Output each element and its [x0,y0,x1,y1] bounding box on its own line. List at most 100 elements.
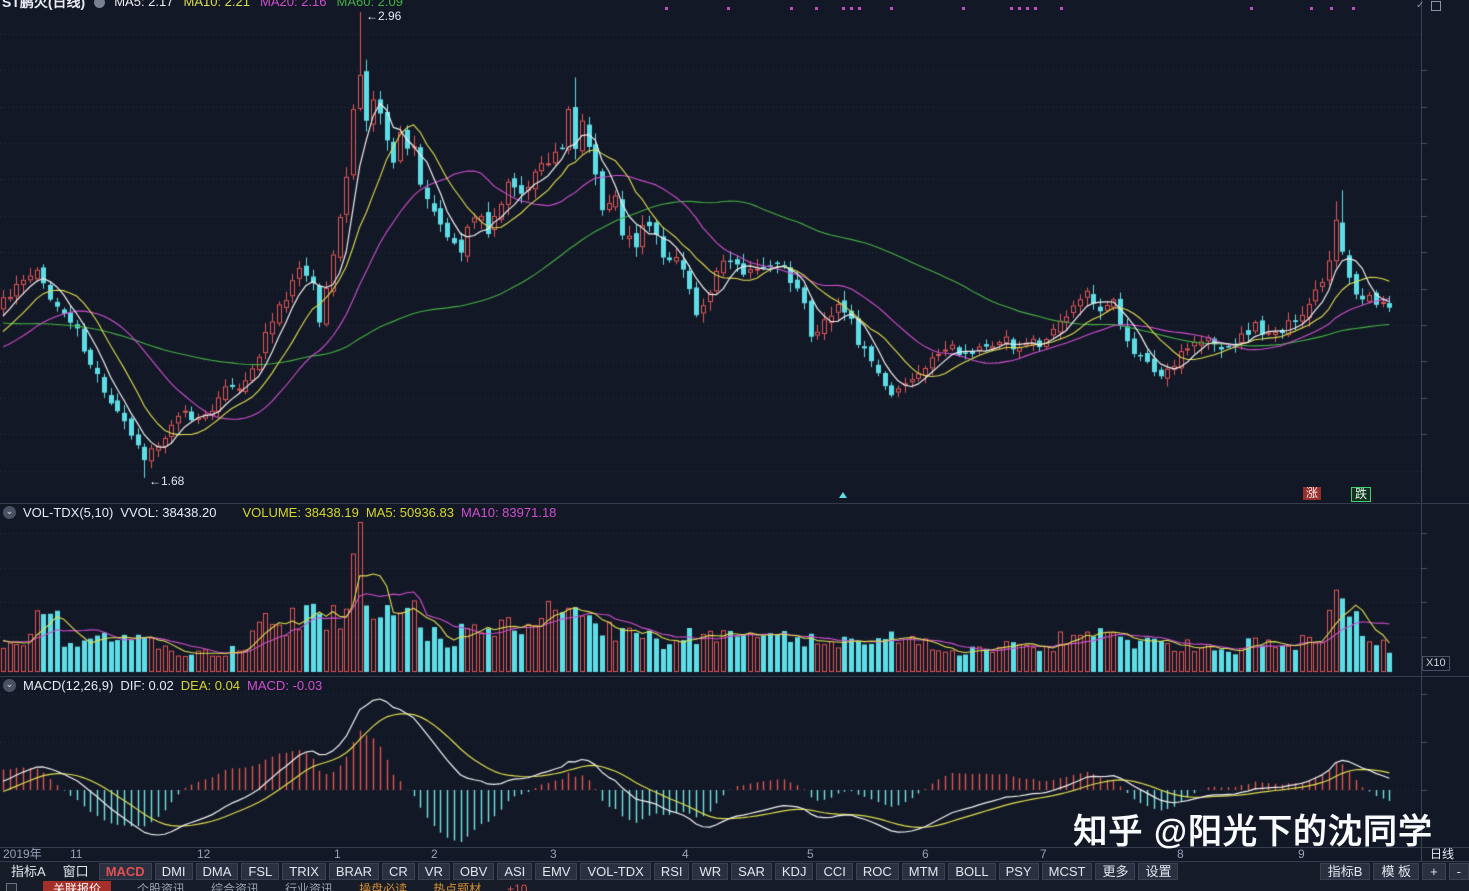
ma-readout-0: MA5: 2.17 [114,0,174,9]
high-annotation: ←2.96 [366,9,402,23]
bottom-item-操盘必读[interactable]: 操盘必读 [359,882,408,891]
collapse-volume-icon[interactable]: ⌄ [3,505,16,519]
signal-dot-6 [858,7,861,10]
tab-MCST[interactable]: MCST [1041,863,1093,880]
link-quote-checkbox[interactable] [6,883,17,891]
tab-BOLL[interactable]: BOLL [948,863,996,880]
dif-readout: DIF: 0.02 [120,677,174,693]
bottom-item-个股资讯[interactable]: 个股资讯 [137,882,186,891]
volume-ma10-readout: MA10: 83971.18 [461,504,557,520]
signal-dot-0 [665,7,668,10]
tab-设置[interactable]: 设置 [1138,863,1179,880]
signal-dot-12 [1034,7,1037,10]
month-label-6: 6 [922,847,929,861]
volume-unit-box: X10 [1422,656,1450,671]
macd-header: ⌄ MACD(12,26,9) DIF: 0.02 DEA: 0.04 MACD… [3,677,322,693]
signal-dot-16 [1330,7,1333,10]
chart-corner-tools: ✓ [1416,0,1442,11]
check-icon[interactable]: ✓ [1416,0,1425,11]
signal-dot-3 [815,7,818,10]
month-label-2: 2 [431,847,438,861]
bottom-item-+10[interactable]: +10 [507,882,528,891]
tab-ROC[interactable]: ROC [855,863,899,880]
signal-dot-11 [1026,7,1029,10]
volume-ma5-readout: MA5: 50936.83 [365,504,454,520]
chart-info-header: ST鹏火(日线) MA5: 2.17 MA10: 2.21 MA20: 2.16 MA… [2,0,413,12]
ma-readout-3: MA60: 2.09 [336,0,403,9]
signal-dot-8 [962,7,965,10]
ma-readout-1: MA10: 2.21 [183,0,250,9]
pane-separator-1 [0,503,1469,504]
toolbar-right-指标B[interactable]: 指标B [1319,863,1371,880]
tab-MACD[interactable]: MACD [98,863,152,880]
pane-separator-2 [0,676,1469,677]
bottom-item-综合资讯[interactable]: 综合资讯 [211,882,260,891]
month-label-7: 7 [1040,847,1047,861]
vvol-readout: VVOL: 38438.20 [120,504,217,520]
signal-dot-9 [1010,7,1013,10]
macd-readout: MACD: -0.03 [247,677,323,693]
tab-ASI[interactable]: ASI [497,863,533,880]
tab-WR[interactable]: WR [692,863,729,880]
tab-FSL[interactable]: FSL [241,863,280,880]
month-label-8: 8 [1177,847,1184,861]
event-marker [839,492,847,498]
stock-title: ST鹏火(日线) [2,0,86,10]
date-axis: 2019年 11 12 1 2 3 4 5 6 7 8 9 日线 [0,848,1469,861]
panel-icon[interactable] [1431,1,1442,11]
tab-TRIX[interactable]: TRIX [282,863,326,880]
axis-separator [1421,0,1422,861]
volume-readout: VOLUME: 38438.19 [242,504,359,520]
toolbar-left-指标A[interactable]: 指标A [11,864,46,879]
tab-MTM[interactable]: MTM [901,863,946,880]
tab-RSI[interactable]: RSI [653,863,690,880]
watermark: 知乎 @阳光下的沈同学 [1073,813,1433,851]
bottom-item-关联报价[interactable]: 关联报价 [43,881,112,891]
tab-PSY[interactable]: PSY [998,863,1039,880]
signal-dot-5 [850,7,853,10]
toolbar-right-+[interactable]: + [1422,863,1446,880]
tab-更多[interactable]: 更多 [1095,863,1136,880]
tab-CR[interactable]: CR [382,863,415,880]
month-label-4: 4 [682,847,689,861]
fall-badge[interactable]: 跌 [1351,487,1372,502]
tab-EMV[interactable]: EMV [535,863,578,880]
rise-badge[interactable]: 涨 [1303,487,1322,500]
low-annotation: ←1.68 [149,474,185,488]
tab-OBV[interactable]: OBV [452,863,495,880]
collapse-macd-icon[interactable]: ⌄ [3,678,16,692]
signal-dot-2 [790,7,793,10]
tab-SAR[interactable]: SAR [731,863,772,880]
toolbar-separator-top [0,861,1469,862]
signal-dot-7 [890,7,893,10]
bottom-item-行业资讯[interactable]: 行业资讯 [285,882,334,891]
status-circle-icon[interactable] [94,0,106,8]
month-label-5: 5 [807,847,814,861]
tab-CCI[interactable]: CCI [816,863,853,880]
toolbar-left-窗口[interactable]: 窗口 [62,864,89,879]
month-label-12: 12 [197,847,211,861]
pane-separator-3 [0,847,1469,848]
ma-readout-2: MA20: 2.16 [259,0,327,9]
tab-DMA[interactable]: DMA [195,863,239,880]
bottom-item-热点题材[interactable]: 热点题材 [433,882,482,891]
signal-dot-14 [1250,7,1253,10]
tab-DMI[interactable]: DMI [154,863,193,880]
toolbar-right--[interactable]: - [1448,863,1469,880]
indicator-toolbar: 指标A 窗口 MACD DMI DMA FSL TRIX BRAR CR VR OBV ASI EMV V… [0,862,1469,881]
volume-indicator-name: VOL-TDX(5,10) [23,504,114,520]
period-selector[interactable]: 日线 [1430,847,1455,861]
signal-dot-15 [1310,7,1313,10]
tab-VOL-TDX[interactable]: VOL-TDX [580,863,651,880]
month-label-11: 11 [70,847,83,861]
tab-KDJ[interactable]: KDJ [774,863,814,880]
dea-readout: DEA: 0.04 [180,677,241,693]
toolbar-right-模 板[interactable]: 模 板 [1373,863,1420,880]
month-label-3: 3 [550,847,557,861]
month-label-1: 1 [334,847,341,861]
signal-dot-10 [1018,7,1021,10]
tab-BRAR[interactable]: BRAR [328,863,380,880]
tab-VR[interactable]: VR [417,863,450,880]
